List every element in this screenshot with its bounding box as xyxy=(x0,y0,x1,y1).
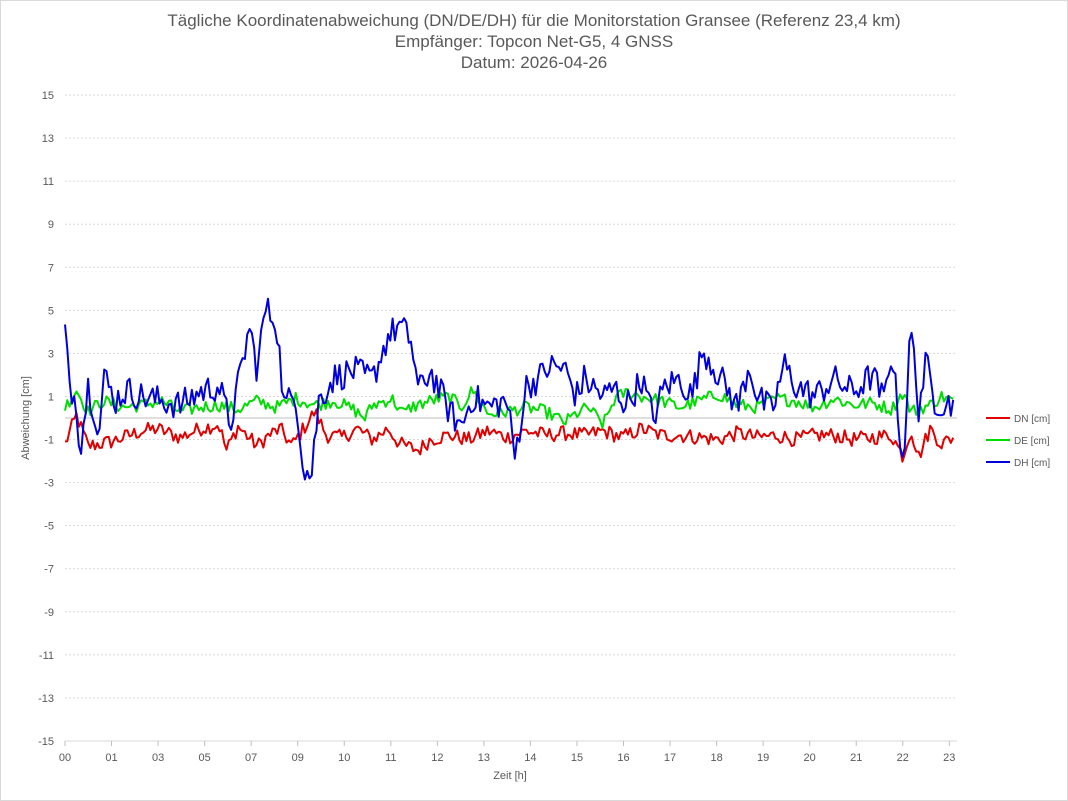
x-tick-label: 16 xyxy=(617,752,629,764)
x-tick-label: 20 xyxy=(804,752,816,764)
x-tick-label: 23 xyxy=(943,752,955,764)
y-tick-label: 13 xyxy=(42,133,54,145)
x-tick-label: 01 xyxy=(105,752,117,764)
chart-subtitle: Empfänger: Topcon Net-G5, 4 GNSS xyxy=(394,32,674,51)
x-tick-label: 22 xyxy=(897,752,909,764)
y-tick-label: 11 xyxy=(43,176,54,188)
series-lines xyxy=(64,297,955,481)
chart-titles: Tägliche Koordinatenabweichung (DN/DE/DH… xyxy=(0,10,1068,73)
x-axis-label: Zeit [h] xyxy=(493,770,527,782)
legend: DN [cm] DE [cm] DH [cm] xyxy=(986,414,1050,469)
y-axis-label: Abweichung [cm] xyxy=(20,376,32,460)
y-tick-label: -11 xyxy=(39,650,54,662)
y-tick-labels: 15 13 11 9 7 5 3 1 -1 -3 -5 -7 -9 -11 -13 -15 xyxy=(38,90,54,748)
x-tick-label: 07 xyxy=(245,752,257,764)
x-tick-label: 17 xyxy=(664,752,676,764)
series-line-dh xyxy=(64,297,955,481)
y-tick-label: 15 xyxy=(42,90,54,102)
x-tick-label: 03 xyxy=(152,752,164,764)
x-tick-label: 19 xyxy=(757,752,769,764)
x-tick-label: 15 xyxy=(571,752,583,764)
x-tick-label: 05 xyxy=(199,752,211,764)
series-line-de xyxy=(64,386,954,429)
x-tick-labels: 00 01 03 05 07 09 10 11 12 13 14 15 16 17 18 19 20 21 22 23 xyxy=(59,741,955,764)
y-tick-label: -5 xyxy=(44,521,54,533)
x-tick-label: 00 xyxy=(59,752,71,764)
y-tick-label: 9 xyxy=(48,219,54,231)
y-tick-label: -1 xyxy=(44,435,54,447)
x-tick-label: 21 xyxy=(850,752,862,764)
y-tick-label: 1 xyxy=(48,391,54,403)
y-tick-label: 3 xyxy=(48,348,54,360)
x-tick-label: 09 xyxy=(292,752,304,764)
x-tick-label: 10 xyxy=(338,752,350,764)
legend-label: DH [cm] xyxy=(1014,458,1050,469)
y-tick-label: -9 xyxy=(44,607,54,619)
y-tick-label: -15 xyxy=(38,736,54,748)
chart-title: Tägliche Koordinatenabweichung (DN/DE/DH… xyxy=(167,11,901,30)
y-tick-label: 7 xyxy=(48,262,54,274)
grid-lines xyxy=(65,94,957,742)
y-tick-label: -13 xyxy=(38,693,54,705)
x-tick-label: 18 xyxy=(710,752,722,764)
y-tick-label: -3 xyxy=(44,478,54,490)
y-tick-label: -7 xyxy=(44,564,54,576)
chart-date: Datum: 2026-04-26 xyxy=(460,53,608,72)
legend-label: DN [cm] xyxy=(1014,414,1050,425)
x-tick-label: 13 xyxy=(478,752,490,764)
series-line-dn xyxy=(64,408,955,463)
x-tick-label: 12 xyxy=(431,752,443,764)
x-tick-label: 11 xyxy=(385,752,396,764)
legend-label: DE [cm] xyxy=(1014,436,1050,447)
y-tick-label: 5 xyxy=(48,305,54,317)
x-tick-label: 14 xyxy=(524,752,536,764)
